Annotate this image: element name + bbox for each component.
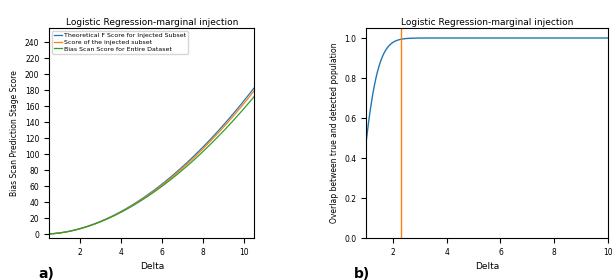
- Theoretical F Score for Injected Subset: [138, 197, 146, 200]
- Score of the injected subset: [45, 232, 53, 235]
- Text: a): a): [39, 267, 55, 280]
- X-axis label: Delta: Delta: [475, 262, 499, 271]
- Title: Logistic Regression-marginal injection: Logistic Regression-marginal injection: [66, 18, 238, 27]
- Bias Scan Score for Entire Dataset: [138, 198, 146, 202]
- Theoretical F Score for Injected Subset: [251, 86, 258, 89]
- Text: b): b): [354, 267, 370, 280]
- Bias Scan Score for Entire Dataset: [200, 149, 208, 153]
- Bias Scan Score for Entire Dataset: [182, 165, 190, 168]
- Bias Scan Score for Entire Dataset: [98, 220, 106, 223]
- Theoretical F Score for Injected Subset: [200, 144, 208, 148]
- Legend: Theoretical F Score for Injected Subset, Score of the injected subset, Bias Scan: Theoretical F Score for Injected Subset,…: [52, 31, 188, 53]
- Score of the injected subset: [182, 163, 190, 166]
- Title: Logistic Regression-marginal injection: Logistic Regression-marginal injection: [401, 18, 573, 27]
- Score of the injected subset: [200, 146, 208, 150]
- Line: Bias Scan Score for Entire Dataset: Bias Scan Score for Entire Dataset: [49, 96, 254, 234]
- Bias Scan Score for Entire Dataset: [166, 178, 174, 182]
- Score of the injected subset: [82, 225, 89, 229]
- Bias Scan Score for Entire Dataset: [251, 95, 258, 98]
- Line: Theoretical F Score for Injected Subset: Theoretical F Score for Injected Subset: [49, 87, 254, 234]
- Score of the injected subset: [166, 177, 174, 180]
- Theoretical F Score for Injected Subset: [166, 176, 174, 179]
- Bias Scan Score for Entire Dataset: [82, 225, 89, 229]
- Y-axis label: Bias Scan Prediction Stage Score: Bias Scan Prediction Stage Score: [10, 70, 20, 196]
- Theoretical F Score for Injected Subset: [182, 162, 190, 165]
- Theoretical F Score for Injected Subset: [82, 225, 89, 229]
- Score of the injected subset: [251, 89, 258, 92]
- Theoretical F Score for Injected Subset: [98, 219, 106, 223]
- Bias Scan Score for Entire Dataset: [45, 232, 53, 235]
- Theoretical F Score for Injected Subset: [45, 232, 53, 235]
- Score of the injected subset: [98, 220, 106, 223]
- Y-axis label: Overlap between true and detected population: Overlap between true and detected popula…: [330, 43, 339, 223]
- Line: Score of the injected subset: Score of the injected subset: [49, 90, 254, 234]
- X-axis label: Delta: Delta: [139, 262, 164, 271]
- Score of the injected subset: [138, 198, 146, 201]
